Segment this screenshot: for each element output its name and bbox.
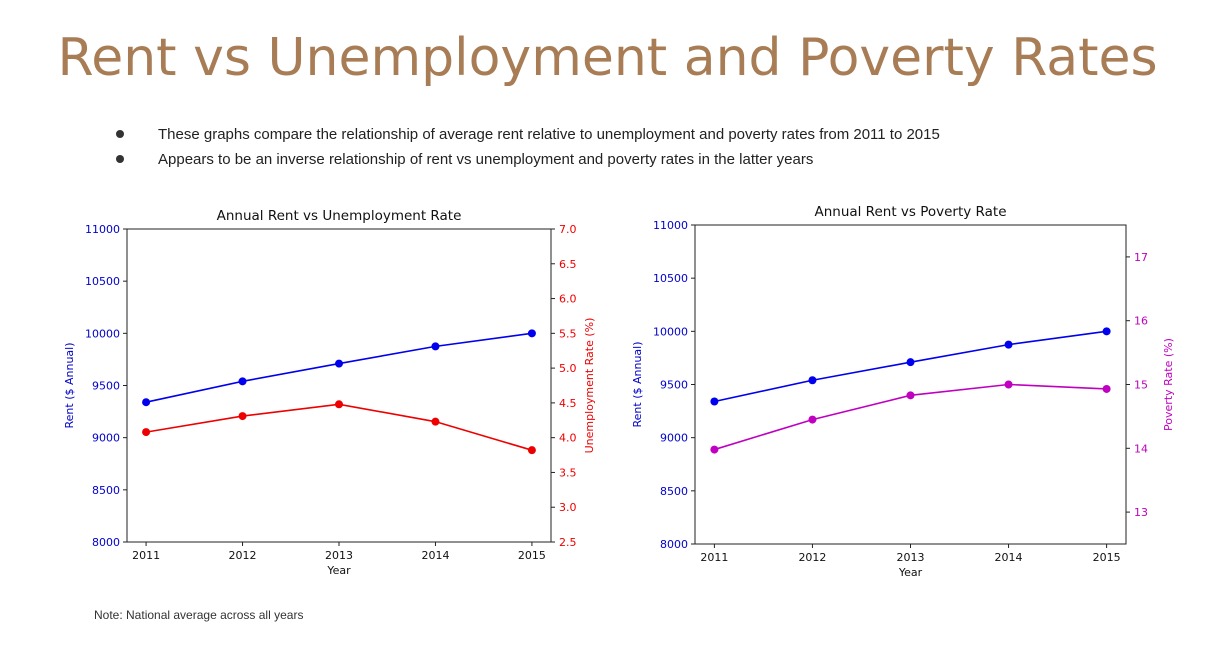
x-tick-label: 2012	[229, 549, 257, 562]
right-tick-label: 14	[1134, 442, 1148, 455]
left-tick-label: 8500	[660, 485, 688, 498]
x-tick-label: 2014	[421, 549, 449, 562]
rent-data-point	[431, 342, 440, 351]
chart-title: Annual Rent vs Poverty Rate	[814, 204, 1006, 220]
x-tick-label: 2013	[897, 551, 925, 564]
left-tick-label: 9000	[660, 432, 688, 445]
left-tick-label: 9500	[660, 379, 688, 392]
left-axis-label: Rent ($ Annual)	[631, 341, 644, 427]
right-tick-label: 3.0	[559, 501, 577, 514]
chart-title: Annual Rent vs Unemployment Rate	[217, 208, 462, 224]
bullet-text: Appears to be an inverse relationship of…	[158, 151, 814, 168]
rent-data-point	[906, 358, 915, 367]
slide-title: Rent vs Unemployment and Poverty Rates	[57, 28, 1158, 88]
rent-data-point	[335, 359, 343, 368]
unemployment-rate-data-point	[142, 428, 151, 437]
bullet-item: Appears to be an inverse relationship of…	[112, 147, 940, 172]
bullet-item: These graphs compare the relationship of…	[112, 122, 940, 147]
unemployment-rate-data-point	[527, 446, 536, 455]
right-axis-label: Poverty Rate (%)	[1162, 338, 1175, 431]
rent-series-line	[145, 332, 533, 403]
x-axis-label: Year	[326, 564, 351, 577]
x-tick-label: 2015	[1093, 551, 1121, 564]
left-tick-label: 9500	[92, 380, 120, 393]
x-tick-label: 2011	[132, 549, 160, 562]
right-tick-label: 3.5	[559, 466, 577, 479]
left-tick-label: 8000	[660, 538, 688, 551]
left-tick-label: 10500	[653, 272, 688, 285]
right-tick-label: 6.0	[559, 293, 577, 306]
footnote: Note: National average across all years	[94, 608, 304, 622]
poverty-rate-data-point	[906, 391, 915, 400]
right-tick-label: 2.5	[559, 536, 577, 549]
x-tick-label: 2011	[700, 551, 728, 564]
rent-data-point	[527, 329, 536, 338]
right-axis-label: Unemployment Rate (%)	[583, 318, 596, 454]
rent-data-point	[1102, 327, 1111, 336]
right-tick-label: 6.5	[559, 258, 577, 271]
bullet-dot-icon	[116, 155, 124, 163]
left-tick-label: 8000	[92, 536, 120, 549]
unemployment-rate-data-point	[431, 417, 440, 426]
unemployment-rate-data-point	[335, 400, 343, 409]
x-tick-label: 2014	[995, 551, 1023, 564]
left-tick-label: 10000	[85, 327, 120, 340]
left-axis-label: Rent ($ Annual)	[63, 342, 76, 428]
rent-data-point	[238, 377, 247, 386]
unemployment-rate-series-line	[145, 403, 533, 451]
x-tick-label: 2012	[798, 551, 826, 564]
poverty-rate-data-point	[808, 415, 817, 424]
right-tick-label: 13	[1134, 506, 1148, 519]
x-axis-label: Year	[898, 566, 923, 579]
left-tick-label: 8500	[92, 484, 120, 497]
rent-vs-unemployment-svg: Annual Rent vs Unemployment Rate 8000 8500…	[63, 208, 596, 577]
right-tick-label: 5.5	[559, 327, 577, 340]
left-tick-label: 11000	[85, 223, 120, 236]
left-tick-label: 10000	[653, 325, 688, 338]
poverty-rate-data-point	[710, 445, 719, 454]
bullet-list: These graphs compare the relationship of…	[112, 122, 940, 172]
left-tick-label: 11000	[653, 219, 688, 232]
bullet-dot-icon	[116, 130, 124, 138]
right-tick-label: 7.0	[559, 223, 577, 236]
right-tick-label: 15	[1134, 379, 1148, 392]
rent-data-point	[142, 398, 151, 407]
left-tick-label: 9000	[92, 432, 120, 445]
rent-vs-poverty-chart: Annual Rent vs Poverty Rate 8000 8500 9000 9…	[625, 198, 1185, 590]
right-tick-label: 17	[1134, 251, 1148, 264]
rent-vs-unemployment-chart: Annual Rent vs Unemployment Rate 8000 8500…	[55, 200, 615, 590]
x-tick-label: 2015	[518, 549, 546, 562]
rent-data-point	[808, 376, 817, 385]
right-tick-label: 16	[1134, 315, 1148, 328]
poverty-rate-data-point	[1004, 380, 1013, 389]
rent-vs-poverty-svg: Annual Rent vs Poverty Rate 8000 8500 9000 9…	[631, 204, 1175, 579]
left-tick-label: 10500	[85, 275, 120, 288]
x-tick-label: 2013	[325, 549, 353, 562]
unemployment-rate-data-point	[238, 412, 247, 421]
poverty-rate-data-point	[1102, 384, 1111, 393]
plot-frame	[694, 224, 1127, 545]
right-tick-label: 5.0	[559, 362, 577, 375]
plot-frame	[126, 228, 552, 543]
rent-series-line	[714, 330, 1107, 403]
right-tick-label: 4.0	[559, 432, 577, 445]
rent-data-point	[710, 397, 719, 406]
rent-data-point	[1004, 340, 1013, 349]
bullet-text: These graphs compare the relationship of…	[158, 126, 940, 143]
right-tick-label: 4.5	[559, 397, 577, 410]
